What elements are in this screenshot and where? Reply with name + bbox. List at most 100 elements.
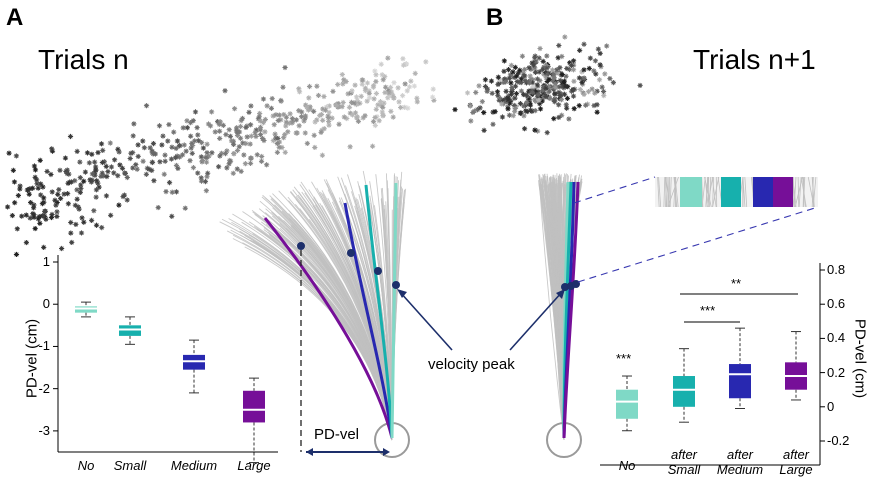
scatter-point	[558, 97, 565, 103]
scatter-point	[271, 122, 277, 128]
inset-trace	[658, 176, 662, 208]
scatter-point	[205, 170, 211, 176]
scatter-point	[103, 193, 110, 199]
scatter-point	[92, 159, 98, 165]
scatter-point	[273, 112, 279, 118]
scatter-point	[513, 91, 520, 97]
scatter-point	[571, 78, 577, 84]
scatter-point	[155, 204, 161, 211]
scatter-point	[23, 212, 29, 218]
scatter-point	[184, 125, 190, 131]
scatter-point	[276, 139, 283, 145]
scatter-point	[203, 159, 210, 165]
scatter-point	[515, 70, 522, 76]
scatter-point	[317, 112, 323, 119]
scatter-point	[244, 134, 250, 140]
scatter-point	[69, 239, 75, 246]
scatter-point	[336, 104, 342, 110]
scatter-point	[591, 68, 597, 74]
scatter-point	[49, 148, 56, 154]
scatter-point	[570, 58, 577, 64]
scatter-point	[215, 118, 221, 125]
scatter-point	[556, 42, 562, 49]
scatter-point	[488, 78, 495, 84]
scatter-point	[222, 88, 228, 94]
scatter-point	[176, 154, 183, 160]
scatter-point	[34, 177, 40, 183]
scatter-point	[517, 101, 524, 107]
velocity-peak-marker	[297, 242, 305, 250]
scatter-point	[482, 77, 489, 83]
scatter-point	[93, 194, 99, 200]
scatter-point	[492, 108, 498, 115]
scatter-point	[175, 165, 181, 172]
scatter-point	[224, 165, 230, 171]
scatter-point	[495, 74, 501, 80]
scatter-point	[128, 150, 134, 156]
scatter-point	[57, 167, 63, 173]
scatter-point	[276, 112, 282, 118]
scatter-point	[524, 99, 530, 106]
scatter-point	[302, 130, 308, 136]
scatter-point	[35, 185, 41, 191]
scatter-point	[86, 160, 93, 166]
scatter-point	[546, 88, 553, 94]
scatter-point	[227, 133, 233, 139]
scatter-point	[131, 121, 137, 127]
scatter-point	[564, 65, 570, 72]
scatter-point	[99, 159, 106, 166]
scatter-point	[212, 129, 218, 135]
scatter-point	[522, 66, 528, 73]
scatter-point	[35, 216, 41, 222]
inset-trace	[811, 176, 815, 208]
scatter-point	[563, 102, 569, 108]
scatter-point	[199, 157, 206, 164]
scatter-point	[283, 119, 289, 125]
scatter-point	[597, 50, 603, 57]
scatter-point	[248, 133, 254, 139]
scatter-point	[535, 89, 541, 95]
scatter-point	[84, 150, 91, 156]
scatter-point	[166, 179, 173, 186]
scatter-point	[513, 104, 519, 110]
scatter-point	[489, 90, 495, 96]
scatter-point	[77, 159, 83, 165]
scatter-point	[396, 99, 402, 105]
scatter-point	[557, 77, 563, 84]
scatter-point	[89, 171, 96, 177]
inset-color-band-3	[773, 177, 793, 207]
scatter-point	[593, 71, 599, 77]
scatter-point	[510, 113, 516, 119]
scatter-point	[268, 105, 275, 111]
scatter-point	[378, 61, 384, 67]
ytick-label-b: 0.4	[827, 330, 846, 346]
pd-vel-arrowhead-right	[383, 448, 390, 456]
scatter-point	[290, 119, 296, 125]
scatter-point	[184, 118, 190, 124]
scatter-point	[227, 158, 234, 164]
scatter-point	[96, 184, 102, 190]
scatter-point	[559, 79, 566, 85]
scatter-point	[23, 239, 30, 246]
mean-trajectory-small	[343, 202, 394, 439]
scatter-point	[42, 208, 48, 214]
scatter-point	[282, 64, 288, 71]
scatter-point	[352, 110, 359, 116]
scatter-point	[281, 111, 287, 118]
scatter-point	[358, 93, 364, 99]
scatter-point	[523, 92, 529, 98]
scatter-point	[52, 197, 58, 203]
scatter-point	[198, 178, 205, 184]
scatter-point	[223, 131, 229, 138]
scatter-point	[240, 140, 246, 146]
scatter-point	[37, 220, 43, 226]
scatter-point	[234, 132, 241, 139]
scatter-point	[505, 93, 512, 99]
scatter-point	[299, 109, 305, 115]
box-small	[119, 325, 141, 336]
scatter-point	[530, 62, 537, 68]
inset-trace	[668, 176, 671, 208]
scatter-point	[111, 170, 117, 176]
scatter-point	[311, 108, 317, 114]
scatter-point	[405, 105, 411, 111]
